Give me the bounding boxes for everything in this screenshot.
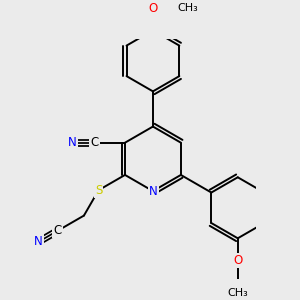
- Text: C: C: [90, 136, 99, 149]
- Text: CH₃: CH₃: [227, 288, 248, 298]
- Text: C: C: [53, 224, 62, 237]
- Text: S: S: [95, 184, 102, 197]
- Text: O: O: [233, 254, 242, 267]
- Text: O: O: [148, 2, 158, 15]
- Text: CH₃: CH₃: [177, 3, 198, 13]
- Text: N: N: [34, 236, 43, 248]
- Text: N: N: [68, 136, 76, 149]
- Text: N: N: [149, 184, 158, 198]
